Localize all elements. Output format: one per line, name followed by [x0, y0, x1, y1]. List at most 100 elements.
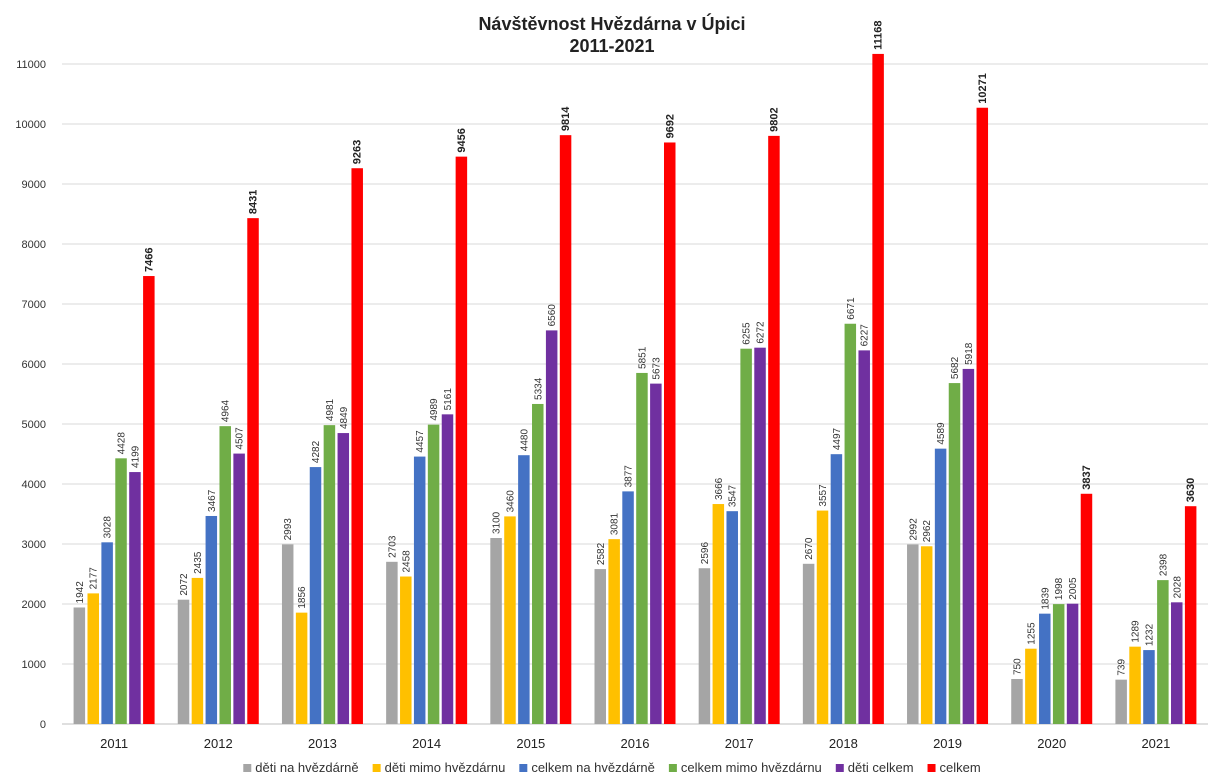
x-tick-label: 2017	[725, 736, 754, 751]
data-label: 1856	[297, 586, 308, 609]
data-label: 5682	[950, 356, 961, 379]
bar	[636, 372, 648, 724]
legend-item: celkem na hvězdárně	[519, 760, 655, 775]
bar	[1143, 650, 1155, 724]
x-tick-label: 2020	[1037, 736, 1066, 751]
data-label: 5918	[964, 342, 975, 365]
data-label: 9456	[456, 128, 468, 152]
data-label: 2177	[89, 567, 100, 590]
bar	[1039, 613, 1051, 724]
data-label: 3100	[492, 511, 503, 534]
data-label: 10271	[977, 73, 989, 104]
data-label: 1839	[1040, 587, 1051, 610]
bar	[622, 491, 634, 724]
x-tick-label: 2016	[621, 736, 650, 751]
legend-item: děti na hvězdárně	[243, 760, 359, 775]
y-tick-label: 6000	[22, 359, 46, 371]
bar	[768, 135, 780, 724]
x-tick-label: 2011	[100, 736, 128, 751]
legend-label: děti na hvězdárně	[255, 760, 358, 775]
y-axis: 0 1000 2000 3000 4000 5000 6000 7000 8000 9000 100…	[15, 59, 46, 731]
data-label: 5673	[651, 357, 662, 380]
bar	[608, 539, 620, 724]
data-label: 5334	[533, 377, 544, 400]
data-label: 6227	[860, 324, 871, 347]
x-tick-label: 2019	[933, 736, 962, 751]
data-label: 11168	[873, 21, 885, 50]
bar	[1129, 646, 1141, 724]
data-label: 5161	[443, 388, 454, 411]
legend-swatch	[668, 764, 677, 772]
data-label: 4428	[117, 432, 128, 455]
bar	[830, 454, 843, 724]
data-label: 1998	[1054, 577, 1065, 600]
legend-item: děti mimo hvězdárnu	[372, 760, 506, 775]
bar	[1171, 602, 1183, 724]
data-label: 3081	[610, 512, 621, 535]
bar	[1052, 604, 1065, 724]
bar	[844, 323, 857, 724]
data-label: 4589	[936, 422, 947, 445]
bar	[1066, 603, 1079, 724]
data-label: 2582	[596, 542, 607, 565]
bar	[976, 107, 989, 725]
legend-label: děti mimo hvězdárnu	[385, 760, 506, 775]
bar	[664, 142, 676, 725]
bar	[1184, 506, 1197, 724]
bar	[233, 453, 245, 724]
legend-swatch	[243, 764, 252, 772]
bar	[441, 414, 454, 724]
y-tick-label: 9000	[22, 179, 46, 191]
bar	[87, 593, 99, 724]
bar	[545, 330, 558, 724]
data-label: 2005	[1068, 577, 1079, 600]
bar	[400, 576, 412, 724]
legend: děti na hvězdárně děti mimo hvězdárnu celk…	[243, 760, 981, 775]
bar	[1011, 679, 1023, 724]
data-label: 8431	[248, 190, 260, 214]
bar	[948, 383, 961, 724]
data-label: 4507	[235, 427, 246, 450]
data-label: 9814	[560, 106, 572, 131]
data-label: 4282	[311, 440, 322, 463]
data-label: 1942	[75, 581, 86, 604]
y-tick-label: 8000	[22, 239, 46, 251]
bar	[351, 168, 363, 725]
bar	[115, 458, 127, 724]
bar	[532, 403, 544, 724]
bar	[740, 348, 752, 724]
bar	[726, 511, 738, 724]
legend-label: celkem na hvězdárně	[531, 760, 655, 775]
bar	[295, 612, 308, 724]
data-label: 3630	[1185, 478, 1197, 502]
data-label: 2596	[700, 542, 711, 565]
legend-label: celkem mimo hvězdárnu	[681, 760, 822, 775]
legend-swatch	[519, 764, 528, 772]
y-tick-label: 7000	[22, 299, 46, 311]
bar	[712, 504, 725, 724]
data-label: 2435	[193, 551, 204, 574]
data-label: 2072	[179, 573, 190, 596]
bar	[247, 218, 259, 724]
y-tick-label: 3000	[22, 539, 46, 551]
y-tick-label: 11000	[16, 59, 46, 71]
x-tick-label: 2018	[829, 736, 858, 751]
bar	[73, 607, 86, 724]
data-label: 4989	[429, 398, 440, 421]
data-label: 4480	[519, 429, 530, 452]
data-label: 2670	[804, 537, 815, 560]
data-label: 3837	[1081, 465, 1093, 489]
bar	[129, 472, 141, 724]
data-label: 6671	[846, 297, 857, 320]
bar	[337, 433, 350, 724]
data-label: 3877	[624, 465, 635, 488]
bar	[413, 456, 426, 724]
data-label: 9802	[768, 107, 780, 131]
legend-item: celkem mimo hvězdárnu	[668, 760, 822, 775]
data-label: 3460	[505, 490, 516, 513]
data-label: 4497	[832, 427, 843, 450]
bar	[504, 516, 516, 724]
data-label: 2992	[908, 518, 919, 541]
